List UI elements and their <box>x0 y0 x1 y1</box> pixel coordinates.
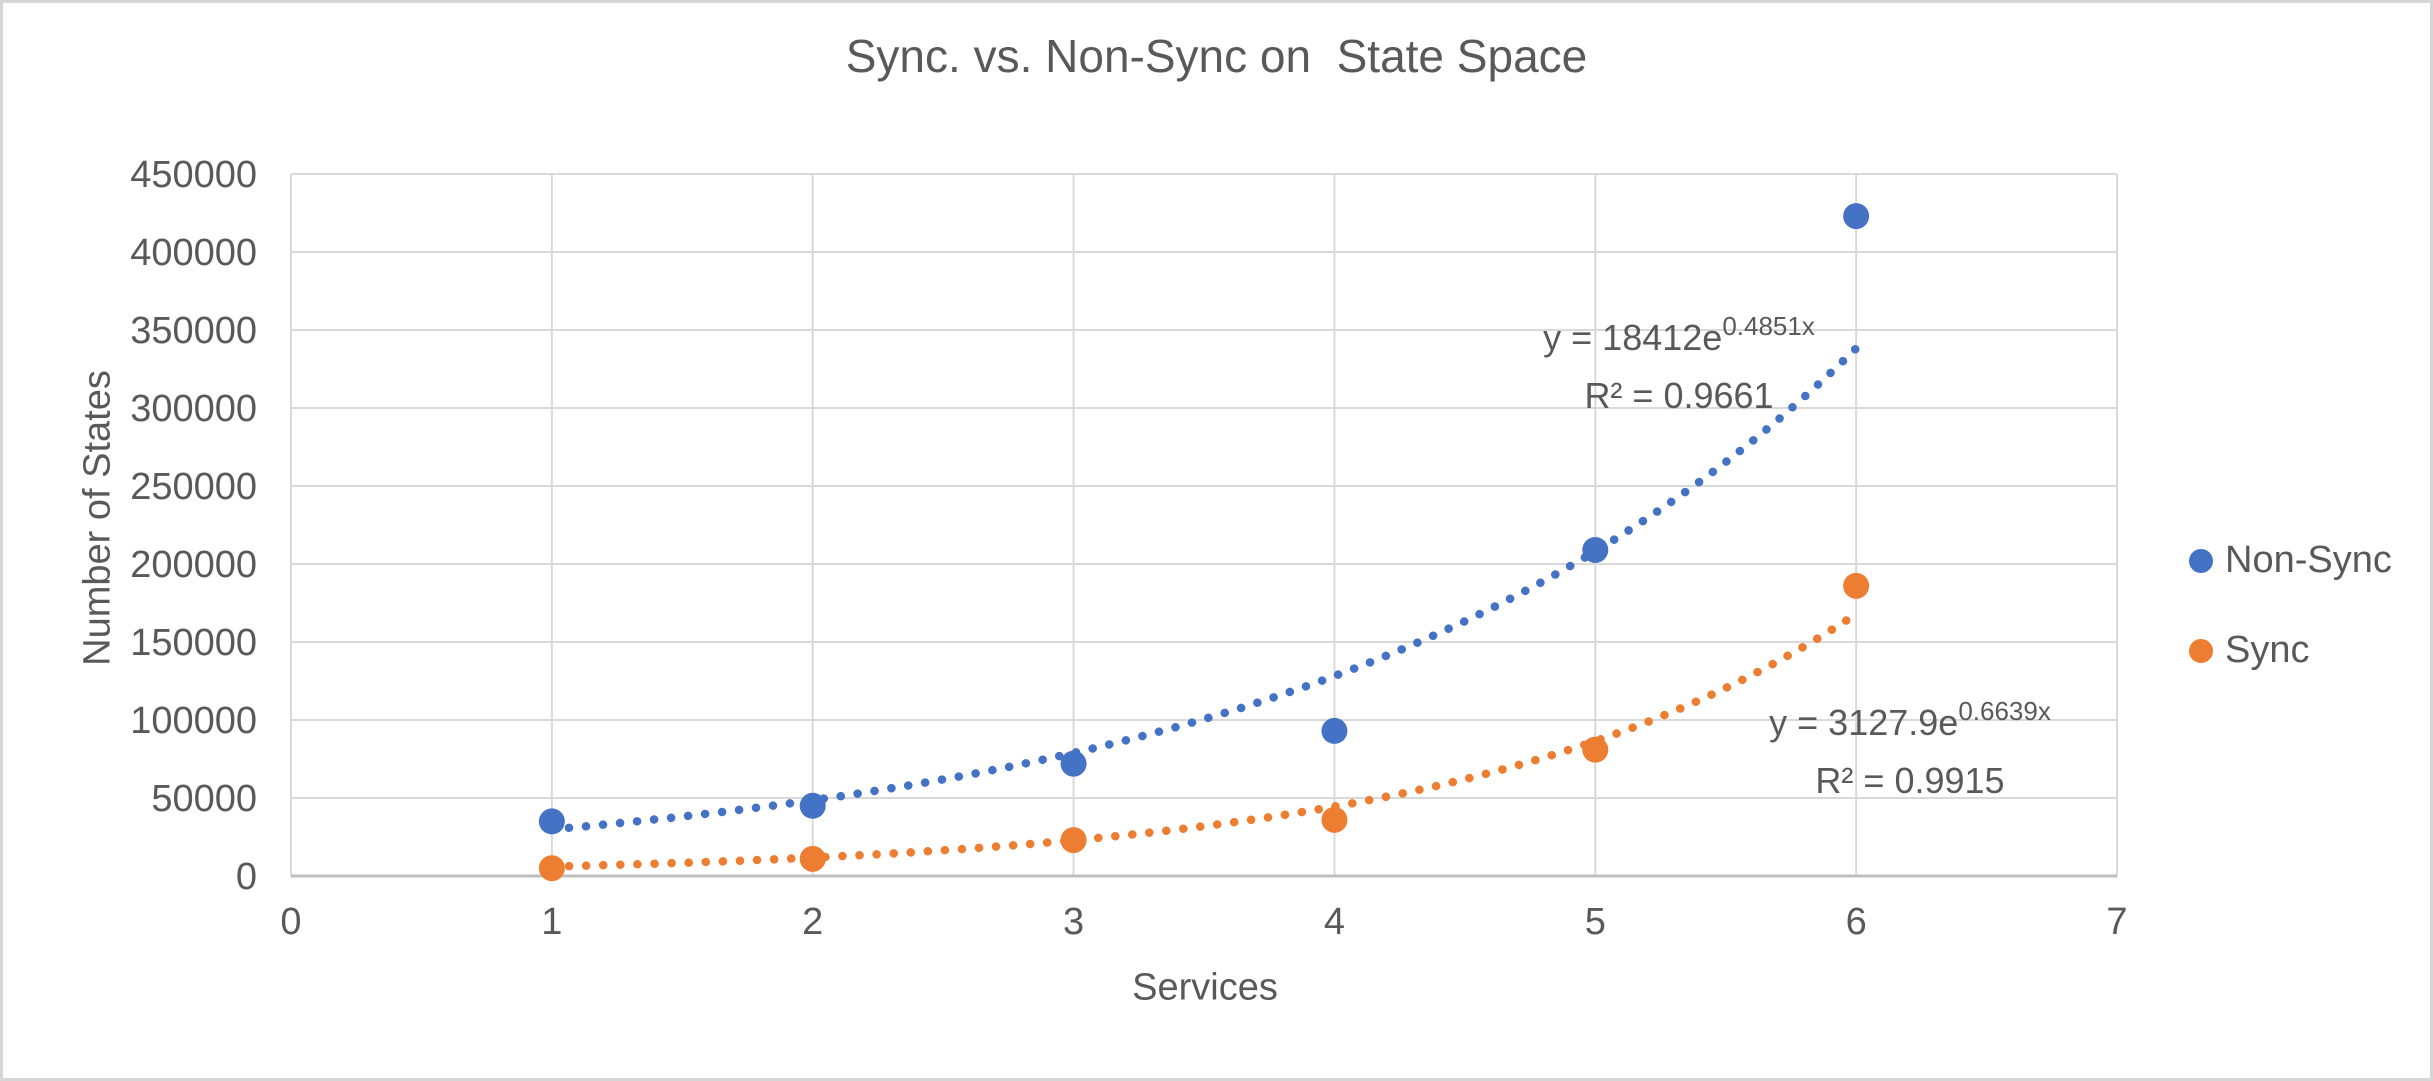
data-point-non-sync[interactable] <box>538 808 565 835</box>
data-point-sync[interactable] <box>538 855 565 882</box>
data-point-non-sync[interactable] <box>799 792 826 819</box>
y-tick-label: 50000 <box>151 778 257 820</box>
data-point-non-sync[interactable] <box>1321 717 1348 744</box>
legend-item-sync[interactable]: Sync <box>2189 629 2392 672</box>
trendline-equation-line: y = 3127.9e0.6639x <box>1769 696 2051 743</box>
data-point-non-sync[interactable] <box>1843 203 1870 230</box>
x-tick-label: 0 <box>280 901 301 943</box>
plot-area[interactable]: 0500001000001500002000002500003000003500… <box>3 3 2433 1081</box>
y-tick-label: 250000 <box>130 466 257 508</box>
trendline-equation-line: y = 18412e0.4851x <box>1543 311 1815 358</box>
equation-exponent: 0.6639x <box>1958 696 2051 726</box>
legend-marker-sync-icon <box>2189 638 2213 663</box>
y-tick-label: 400000 <box>130 232 257 274</box>
y-tick-label: 150000 <box>130 622 257 664</box>
trendline-non-sync <box>547 344 1861 834</box>
y-tick-label: 300000 <box>130 388 257 430</box>
x-tick-label: 2 <box>802 901 823 943</box>
equation-exponent: 0.4851x <box>1722 311 1815 341</box>
y-axis-title: Number of States <box>76 370 119 666</box>
trendline-equation-non-sync: y = 18412e0.4851x R² = 0.9661 <box>1543 299 1815 425</box>
data-point-non-sync[interactable] <box>1582 536 1609 563</box>
y-tick-label: 450000 <box>130 154 257 196</box>
y-tick-label: 100000 <box>130 700 257 742</box>
trendline-sync <box>547 609 1861 871</box>
data-point-non-sync[interactable] <box>1060 750 1087 777</box>
y-tick-label: 350000 <box>130 310 257 352</box>
x-tick-label: 4 <box>1324 901 1345 943</box>
legend-item-non-sync[interactable]: Non-Sync <box>2189 539 2392 582</box>
x-tick-label: 6 <box>1846 901 1867 943</box>
legend: Non-Sync Sync <box>2189 539 2392 672</box>
x-axis-title: Services <box>1132 966 1278 1009</box>
x-tick-label: 5 <box>1585 901 1606 943</box>
trendline-r-squared: R² = 0.9915 <box>1815 760 2005 801</box>
chart-title: Sync. vs. Non-Sync on State Space <box>845 30 1588 82</box>
trendline-r-squared: R² = 0.9661 <box>1584 375 1774 416</box>
data-point-sync[interactable] <box>1582 736 1609 763</box>
data-point-sync[interactable] <box>1321 806 1348 833</box>
legend-label: Non-Sync <box>2225 539 2392 581</box>
x-tick-label: 1 <box>541 901 562 943</box>
legend-marker-non-sync-icon <box>2189 548 2213 573</box>
data-point-sync[interactable] <box>1060 827 1087 854</box>
legend-label: Sync <box>2225 629 2310 671</box>
x-tick-label: 7 <box>2106 901 2127 943</box>
trendline-equation-sync: y = 3127.9e0.6639x R² = 0.9915 <box>1769 684 2051 810</box>
data-point-sync[interactable] <box>1843 572 1870 599</box>
x-tick-label: 3 <box>1063 901 1084 943</box>
y-tick-label: 200000 <box>130 544 257 586</box>
y-tick-label: 0 <box>236 856 257 898</box>
data-point-sync[interactable] <box>799 845 826 872</box>
